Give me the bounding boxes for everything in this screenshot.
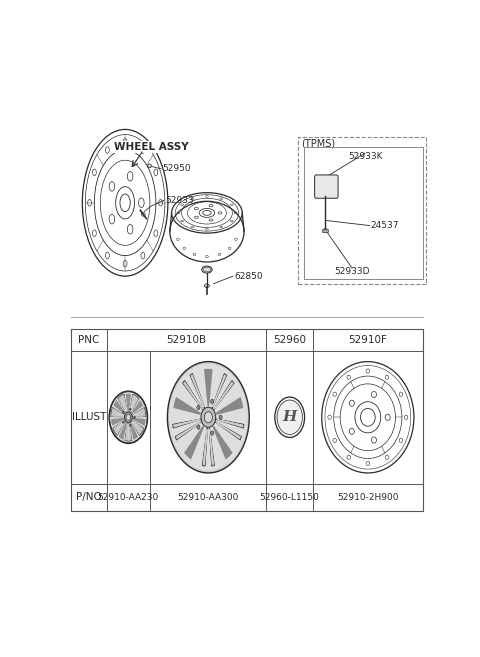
Text: 52933D: 52933D <box>334 267 370 276</box>
Polygon shape <box>125 423 132 441</box>
Ellipse shape <box>130 424 131 426</box>
Ellipse shape <box>197 405 200 409</box>
Polygon shape <box>130 394 139 413</box>
Polygon shape <box>111 418 124 426</box>
Ellipse shape <box>124 412 132 422</box>
Text: (TPMS): (TPMS) <box>301 139 335 148</box>
Text: 52910B: 52910B <box>167 335 206 345</box>
Ellipse shape <box>134 417 135 419</box>
Text: 52910F: 52910F <box>348 335 387 345</box>
Text: H: H <box>283 410 297 424</box>
Polygon shape <box>202 428 207 466</box>
Ellipse shape <box>169 364 248 470</box>
Text: 52910-AA230: 52910-AA230 <box>98 493 159 502</box>
Polygon shape <box>212 373 227 407</box>
Polygon shape <box>216 422 241 440</box>
Ellipse shape <box>201 407 216 427</box>
Ellipse shape <box>211 431 214 436</box>
Ellipse shape <box>197 425 200 429</box>
Polygon shape <box>131 400 144 415</box>
Polygon shape <box>131 420 144 436</box>
FancyBboxPatch shape <box>314 175 338 198</box>
Polygon shape <box>216 397 243 415</box>
Polygon shape <box>209 428 215 466</box>
Ellipse shape <box>168 361 249 473</box>
Polygon shape <box>119 422 127 440</box>
Ellipse shape <box>130 408 131 411</box>
Polygon shape <box>113 400 125 415</box>
Text: ILLUST: ILLUST <box>72 413 106 422</box>
Text: 62850: 62850 <box>234 271 263 281</box>
Ellipse shape <box>202 266 212 273</box>
Ellipse shape <box>122 411 124 413</box>
Ellipse shape <box>219 415 222 419</box>
Polygon shape <box>111 407 124 417</box>
FancyBboxPatch shape <box>322 229 328 232</box>
Polygon shape <box>113 420 125 436</box>
Text: 52910-AA300: 52910-AA300 <box>178 493 239 502</box>
Polygon shape <box>132 418 145 426</box>
Polygon shape <box>130 422 138 440</box>
Text: 52933K: 52933K <box>348 152 382 161</box>
Text: 52933: 52933 <box>165 196 193 205</box>
Polygon shape <box>184 426 204 460</box>
Text: PNC: PNC <box>78 335 99 345</box>
Text: 52960: 52960 <box>273 335 306 345</box>
Ellipse shape <box>109 391 147 443</box>
Polygon shape <box>173 397 201 415</box>
Text: 52950: 52950 <box>162 164 191 173</box>
Polygon shape <box>204 369 213 406</box>
Polygon shape <box>132 407 146 417</box>
Text: 52910-2H900: 52910-2H900 <box>337 493 398 502</box>
Ellipse shape <box>323 229 327 233</box>
Polygon shape <box>190 373 204 407</box>
Ellipse shape <box>204 412 213 423</box>
Polygon shape <box>214 380 234 409</box>
Polygon shape <box>118 394 127 413</box>
Polygon shape <box>173 419 200 428</box>
Ellipse shape <box>122 421 124 423</box>
Ellipse shape <box>275 397 305 438</box>
Text: 24537: 24537 <box>371 221 399 230</box>
Text: 52960-L1150: 52960-L1150 <box>260 493 320 502</box>
Ellipse shape <box>110 392 147 443</box>
Polygon shape <box>216 419 244 428</box>
Text: WHEEL ASSY: WHEEL ASSY <box>114 142 189 152</box>
Ellipse shape <box>211 399 214 403</box>
Text: P/NO: P/NO <box>76 493 102 503</box>
Polygon shape <box>175 422 201 440</box>
Polygon shape <box>213 426 233 460</box>
Polygon shape <box>182 380 203 409</box>
Ellipse shape <box>126 414 131 420</box>
Polygon shape <box>126 394 131 411</box>
